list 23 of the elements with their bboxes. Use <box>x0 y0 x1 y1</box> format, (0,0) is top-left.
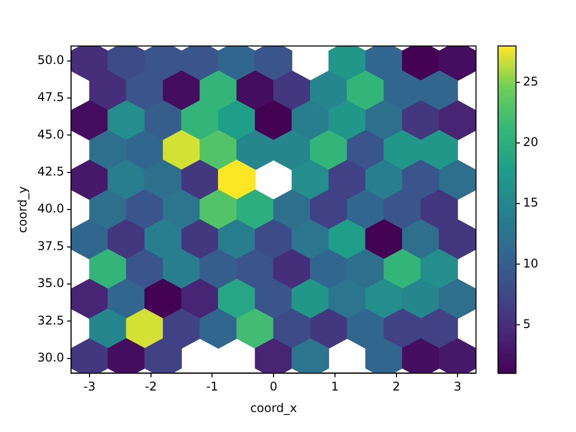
x-tick-label: -3 <box>84 380 96 394</box>
y-tick-label: 32.5 <box>37 313 64 328</box>
color-bar-label: 25 <box>523 74 538 88</box>
color-bar-label: 15 <box>523 196 538 210</box>
color-bar-label: 5 <box>523 316 531 331</box>
y-tick-label: 37.5 <box>37 238 64 253</box>
y-tick-label: 42.5 <box>37 164 64 179</box>
color-bar-label: 10 <box>523 256 538 270</box>
y-axis-title: coord_y <box>15 186 30 233</box>
x-tick-label: -1 <box>206 380 218 394</box>
x-tick-label: 2 <box>392 380 400 394</box>
y-tick-label: 40.0 <box>37 202 64 216</box>
y-tick-label: 35.0 <box>37 276 64 290</box>
y-tick-label: 45.0 <box>37 127 64 142</box>
color-bar-label: 20 <box>523 135 538 150</box>
x-tick-label: 0 <box>270 380 278 394</box>
x-axis-title: coord_x <box>250 400 297 415</box>
x-tick-label: 1 <box>331 380 339 394</box>
y-tick-label: 50.0 <box>37 53 64 67</box>
x-tick-label: -2 <box>144 380 157 394</box>
y-tick-label: 47.5 <box>37 90 64 104</box>
y-tick-label: 30.0 <box>37 350 64 364</box>
x-tick-label: 3 <box>454 380 462 394</box>
